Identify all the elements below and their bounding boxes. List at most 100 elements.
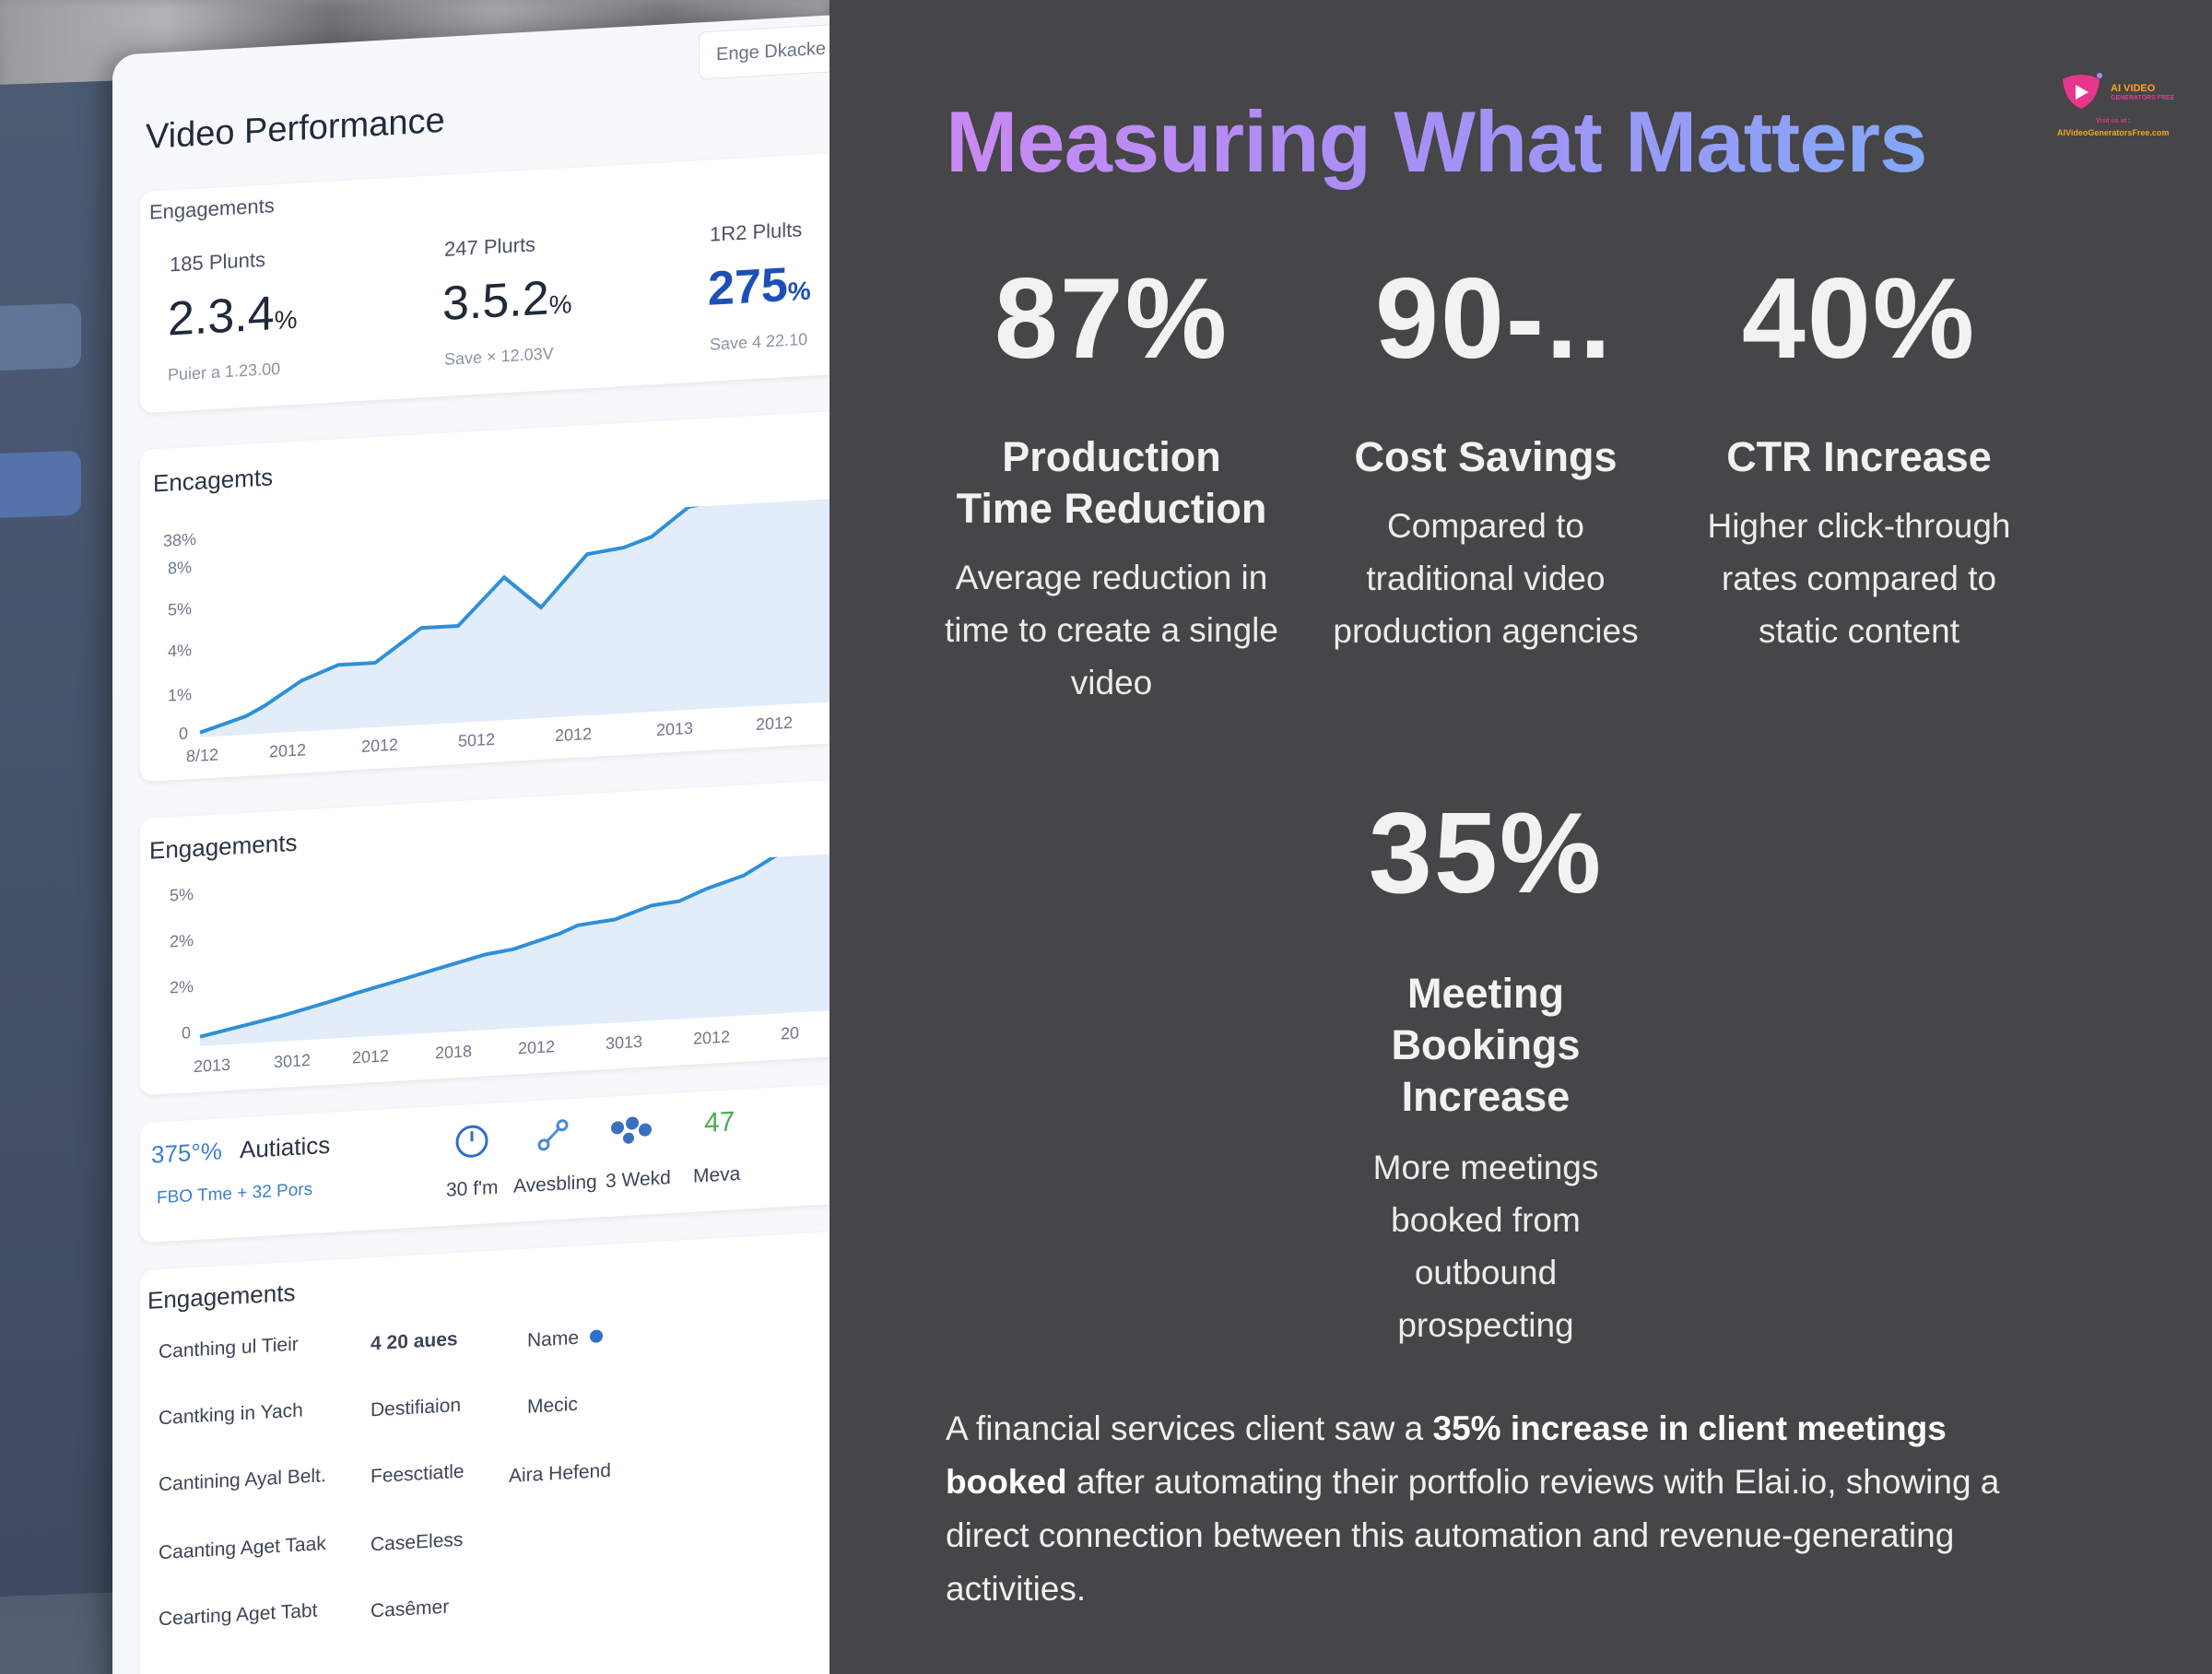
sidebar-item-active [0,450,81,519]
case-study-highlight: 35% increase in client meetings booked [946,1409,1947,1501]
table-cell: 4 20 aues [371,1328,458,1355]
logo-icon [2063,73,2102,109]
kpi-label: 185 Plunts [170,247,265,277]
stat-description: Average reduction in time to create a si… [945,559,1278,701]
kpi-value-unit: % [787,276,811,307]
x-tick: 2018 [435,1042,473,1063]
table-cell: Canthing ul Tieir [159,1333,299,1363]
summary-stat-label: 30 f'm [446,1176,499,1201]
x-tick: 2012 [555,724,593,746]
kpi-value-number: 2.3.4 [168,287,275,347]
chart-line [199,499,717,735]
case-study-suffix: after automating their portfolio reviews… [946,1463,2000,1608]
logo-brand: AI VIDEO [2111,83,2156,94]
table-cell: CaseEless [371,1528,464,1556]
stat-value: 35% [1368,790,1604,917]
dashboard-sidebar [0,80,115,1597]
x-tick: 3013 [606,1032,643,1054]
x-tick: 20 [781,1023,800,1043]
case-study-prefix: A financial services client saw a [946,1409,1433,1447]
x-tick: 2012 [693,1027,731,1048]
summary-stat-value: 47 [704,1106,735,1139]
engagement-line-chart [199,492,830,737]
stat-value: 90-.. [1375,255,1614,383]
stat-description: Compared to traditional video production… [1333,507,1639,650]
sidebar-item [0,302,81,371]
chart-title: Engagements [149,828,298,865]
y-tick: 1% [168,685,193,705]
table-cell: Cearting Aget Tabt [159,1599,318,1631]
link-icon [537,1119,569,1151]
kpi-note: Puier a 1.23.00 [168,359,281,384]
kpi-value-number: 275 [708,258,788,316]
y-tick: 0 [179,724,189,743]
dashboard-window: Video Performance Enge Dkacke Engagement… [112,8,830,1674]
kpi-value: 2.3.4% [168,285,298,348]
kpi-label: 1R2 Plults [710,218,803,246]
stat-value: 40% [1741,255,1977,383]
table-cell: Aira Hefend [509,1459,611,1487]
dashboard-filter-chip: Enge Dkacke [699,20,830,80]
x-tick: 2012 [756,713,794,734]
dashboard-photo: Video Performance Enge Dkacke Engagement… [0,0,830,1674]
dashboard-title: Video Performance [146,100,445,157]
logo-url: AIVideoGeneratorsFree.com [2057,128,2170,137]
stat-production-time: 87% Production Time Reduction Average re… [936,262,1287,709]
x-tick: 3012 [274,1050,312,1072]
engagement-chart-card-2: Engagements 5% 2% 2% 0 2013 3012 2012 20… [140,773,830,1096]
x-tick: 2013 [194,1055,231,1077]
status-dot [590,1329,603,1344]
summary-note: FBO Tme + 32 Pors [157,1179,313,1208]
summary-name: Autiatics [240,1130,331,1164]
kpi-note: Save × 12.03V [444,344,554,369]
kpi-value-number: 3.5.2 [442,271,549,331]
kpi-value: 275% [708,256,811,317]
summary-stat-label: Meva [693,1162,741,1187]
stat-label: Production Time Reduction [956,433,1267,532]
logo-visit: Visit us at : [2096,118,2131,124]
kpi-label: 247 Plurts [444,232,536,261]
case-study-text: A financial services client saw a 35% in… [946,1402,2042,1616]
x-tick: 2013 [656,718,694,740]
y-tick: 4% [168,641,193,661]
x-tick: 2012 [518,1037,556,1058]
chart-area-fill [200,492,830,737]
summary-stat-label: 3 Wekd [606,1167,671,1193]
x-tick: 2012 [269,740,307,761]
logo-sub: GENERATORS FREE [2111,95,2175,101]
stat-description: Higher click-through rates compared to s… [1707,507,2011,650]
table-cell: Caanting Aget Taak [159,1533,326,1564]
stat-description: More meetings booked from outbound prosp… [1372,1149,1599,1344]
engagement-table: Engagements Canthing ul Tieir Cantking i… [140,1225,830,1674]
engagement-line-chart-2 [199,847,830,1046]
network-icon [611,1116,652,1144]
kpi-value-unit: % [548,289,572,320]
stat-label: Cost Savings [1354,433,1618,480]
x-tick: 2012 [361,735,399,756]
kpi-section-title: Engagements [149,194,275,224]
y-tick: 0 [182,1023,192,1043]
x-tick: 5012 [458,729,496,751]
stat-label: Meeting Bookings Increase [1391,970,1581,1120]
y-tick: 8% [168,558,193,578]
table-title: Engagements [147,1278,296,1314]
table-cell: Cantking in Yach [159,1399,303,1430]
engagement-chart-card: Encagemts 38% 8% 5% 4% 1% 0 8/12 2012 20… [140,405,830,783]
table-cell: Destifiaion [371,1394,462,1421]
brand-logo: AI VIDEO GENERATORS FREE Visit us at : A… [2057,70,2186,144]
table-cell: Cantining Ayal Belt. [159,1465,326,1496]
clock-icon [455,1125,488,1158]
table-cell: Feesctiatle [371,1460,465,1488]
page-title: Measuring What Matters [946,93,1927,190]
summary-row: 375°% Autiatics FBO Tme + 32 Pors 30 f'm… [140,1078,830,1244]
table-cell: Mecic [527,1393,578,1418]
y-tick: 5% [168,599,193,619]
chart-line [199,847,791,1039]
chart-title: Encagemts [153,463,274,498]
stat-meeting-bookings: 35% Meeting Bookings Increase More meeti… [1311,796,1661,1351]
chart-area-fill [200,847,830,1046]
stat-label: CTR Increase [1726,433,1992,480]
table-cell: Casêmer [371,1596,450,1622]
table-cell: Name [527,1326,580,1351]
x-tick: 8/12 [186,745,219,766]
